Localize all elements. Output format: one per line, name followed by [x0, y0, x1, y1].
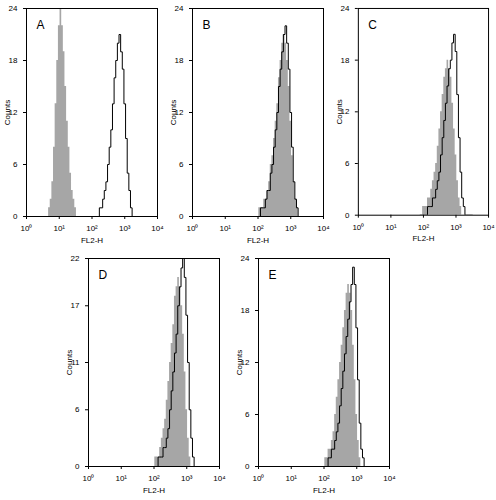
- svg-text:0: 0: [13, 212, 18, 221]
- svg-text:10¹: 10¹: [385, 223, 397, 232]
- svg-text:11: 11: [71, 358, 80, 368]
- svg-text:10³: 10³: [450, 223, 462, 232]
- svg-text:10⁴: 10⁴: [317, 224, 330, 233]
- svg-text:10³: 10³: [285, 224, 297, 233]
- svg-text:10⁰: 10⁰: [83, 474, 95, 483]
- svg-text:FL2-H: FL2-H: [81, 236, 103, 245]
- svg-text:10⁴: 10⁴: [482, 223, 495, 232]
- svg-text:0: 0: [179, 212, 184, 221]
- svg-text:18: 18: [241, 306, 250, 315]
- svg-text:B: B: [203, 18, 211, 32]
- svg-text:0: 0: [75, 462, 80, 471]
- svg-text:10⁰: 10⁰: [352, 223, 364, 232]
- svg-text:FL2-H: FL2-H: [313, 486, 335, 495]
- svg-text:10⁰: 10⁰: [253, 474, 265, 483]
- svg-text:D: D: [99, 268, 108, 282]
- svg-text:10¹: 10¹: [115, 474, 127, 483]
- svg-text:12: 12: [174, 108, 184, 118]
- svg-text:10¹: 10¹: [219, 224, 231, 233]
- svg-text:C: C: [368, 18, 377, 32]
- svg-text:17: 17: [71, 301, 80, 310]
- svg-text:10²: 10²: [418, 223, 430, 232]
- svg-text:Counts: Counts: [335, 99, 344, 124]
- svg-text:0: 0: [245, 462, 250, 471]
- svg-text:24: 24: [9, 4, 18, 13]
- svg-text:10⁴: 10⁴: [213, 474, 226, 483]
- svg-text:12: 12: [8, 108, 18, 118]
- svg-text:6: 6: [179, 160, 184, 169]
- svg-text:6: 6: [345, 159, 350, 168]
- svg-text:FL2-H: FL2-H: [412, 234, 434, 243]
- svg-text:E: E: [269, 268, 277, 282]
- svg-text:10⁰: 10⁰: [187, 224, 199, 233]
- svg-text:FL2-H: FL2-H: [143, 486, 165, 495]
- svg-text:6: 6: [75, 405, 80, 414]
- svg-text:10²: 10²: [318, 474, 330, 483]
- svg-text:Counts: Counts: [65, 350, 74, 375]
- svg-text:Counts: Counts: [235, 350, 244, 375]
- svg-text:A: A: [37, 18, 45, 32]
- svg-text:24: 24: [241, 254, 250, 263]
- svg-text:10³: 10³: [181, 474, 193, 483]
- svg-text:12: 12: [340, 107, 350, 117]
- svg-text:24: 24: [341, 4, 350, 13]
- svg-text:FL2-H: FL2-H: [247, 236, 269, 245]
- svg-text:10⁴: 10⁴: [151, 224, 164, 233]
- svg-text:18: 18: [9, 56, 18, 65]
- svg-text:Counts: Counts: [169, 100, 178, 125]
- svg-text:10¹: 10¹: [285, 474, 297, 483]
- svg-text:Counts: Counts: [3, 100, 12, 125]
- svg-text:22: 22: [71, 254, 80, 263]
- svg-text:24: 24: [175, 4, 184, 13]
- svg-text:18: 18: [175, 56, 184, 65]
- svg-text:10²: 10²: [252, 224, 264, 233]
- svg-text:18: 18: [341, 56, 350, 65]
- svg-text:10⁴: 10⁴: [383, 474, 396, 483]
- svg-text:10⁰: 10⁰: [21, 224, 33, 233]
- svg-text:10³: 10³: [119, 224, 131, 233]
- svg-text:10²: 10²: [86, 224, 98, 233]
- svg-text:6: 6: [13, 160, 18, 169]
- svg-text:10¹: 10¹: [53, 224, 65, 233]
- svg-text:10²: 10²: [148, 474, 160, 483]
- svg-text:0: 0: [345, 211, 350, 220]
- svg-text:10³: 10³: [351, 474, 363, 483]
- svg-text:6: 6: [245, 410, 250, 419]
- svg-text:12: 12: [240, 358, 250, 368]
